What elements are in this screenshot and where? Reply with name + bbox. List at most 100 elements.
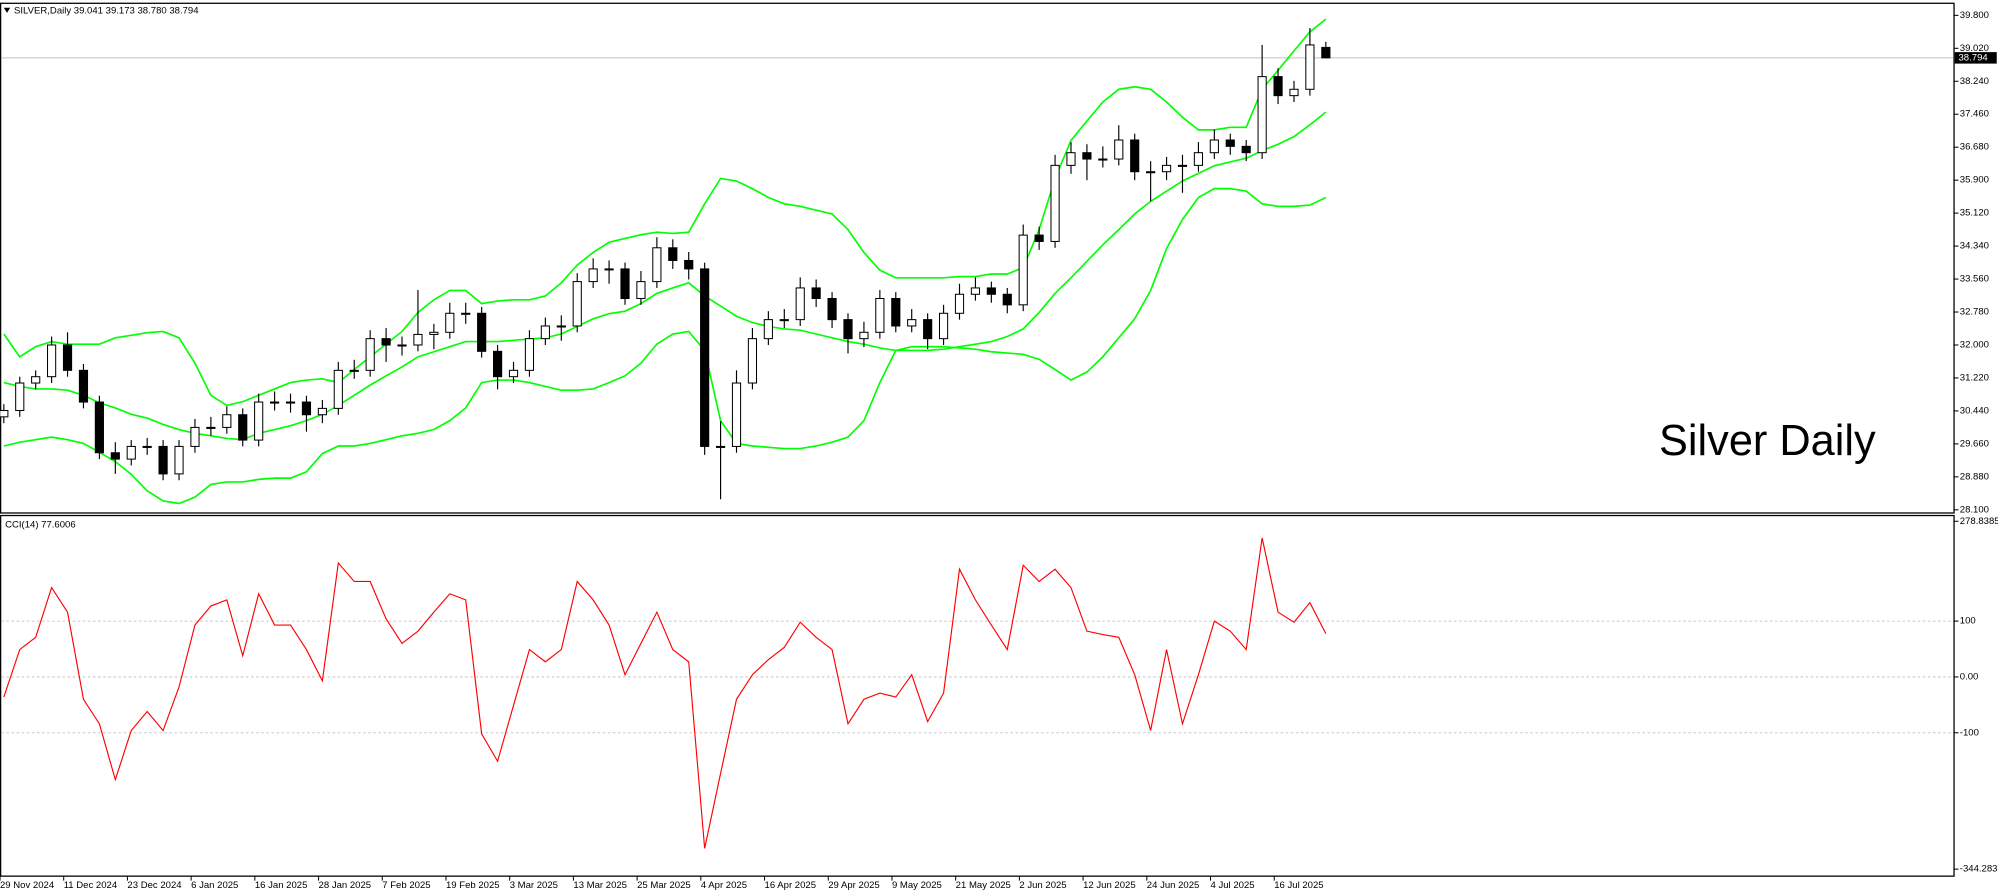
menu-triangle xyxy=(3,7,11,13)
annotation: Silver Daily xyxy=(1659,417,1876,465)
band-upper xyxy=(3,18,1327,407)
x-tick-label: 13 Mar 2025 xyxy=(573,880,627,891)
band-middle xyxy=(3,111,1327,441)
candle-body xyxy=(190,426,200,447)
candle-body xyxy=(285,401,296,404)
candle-body xyxy=(938,312,949,340)
candle-body xyxy=(1209,139,1219,154)
y-tick-label: 31.220 xyxy=(1960,372,1989,383)
candle-body xyxy=(78,369,89,403)
x-tick-label: 21 May 2025 xyxy=(956,880,1011,891)
band-lower xyxy=(3,187,1327,505)
y-tick-label: -100 xyxy=(1960,727,1979,738)
candle-body xyxy=(1257,76,1267,154)
x-tick-label: 29 Apr 2025 xyxy=(828,880,880,891)
x-tick-label: 9 May 2025 xyxy=(892,880,942,891)
candle-body xyxy=(1066,152,1076,166)
candle-body xyxy=(891,297,901,327)
candle-body xyxy=(524,338,535,371)
candle-body xyxy=(1321,46,1331,59)
x-tick-label: 16 Jul 2025 xyxy=(1274,880,1323,891)
candle-body xyxy=(381,338,391,346)
x-tick-label: 7 Feb 2025 xyxy=(382,880,430,891)
x-tick-label: 24 Jun 2025 xyxy=(1147,880,1200,891)
y-tick-label: 100 xyxy=(1960,616,1976,627)
candle-body xyxy=(1161,164,1172,173)
y-tick-label: 37.460 xyxy=(1960,109,1989,120)
candle-body xyxy=(94,401,104,454)
x-tick-label: 29 Nov 2024 xyxy=(0,880,55,891)
candle-body xyxy=(859,331,869,340)
candle-body xyxy=(652,247,662,283)
candle-body xyxy=(1098,158,1108,161)
candle-body xyxy=(126,445,136,460)
price-pane xyxy=(0,2,1955,514)
y-tick-label: 28.880 xyxy=(1960,471,1989,482)
candle-body xyxy=(1082,152,1092,160)
candle-body xyxy=(413,333,423,346)
candle-body xyxy=(1018,234,1028,306)
y-tick-label: 39.020 xyxy=(1960,43,1989,54)
candle-body xyxy=(954,293,965,314)
y-tick-label: 38.240 xyxy=(1960,76,1989,87)
candle-body xyxy=(795,287,805,321)
y-tick-label: 29.660 xyxy=(1960,438,1989,449)
candle-body xyxy=(222,414,232,428)
y-tick-label: 30.440 xyxy=(1960,405,1989,416)
candle-body xyxy=(333,369,343,409)
candle-body xyxy=(174,445,184,475)
candle-body xyxy=(110,452,120,460)
candle-body xyxy=(254,401,264,441)
x-tick-label: 4 Apr 2025 xyxy=(701,880,747,891)
x-tick-label: 2 Jun 2025 xyxy=(1019,880,1066,891)
candle-body xyxy=(986,287,996,295)
y-tick-label: 32.780 xyxy=(1960,307,1989,318)
candle-body xyxy=(875,297,885,333)
x-tick-label: 28 Jan 2025 xyxy=(319,880,372,891)
candle-body xyxy=(1034,234,1044,242)
candle-body xyxy=(1050,164,1060,242)
candle-body xyxy=(907,319,917,327)
y-tick-label: 278.8385 xyxy=(1960,516,1998,527)
candle-body xyxy=(731,382,742,447)
candle-body xyxy=(31,376,41,384)
candle-body xyxy=(270,401,280,404)
y-tick-label: 36.680 xyxy=(1960,142,1989,153)
y-tick-label: 28.100 xyxy=(1960,504,1989,515)
candle-body xyxy=(317,407,327,416)
candle-body xyxy=(1289,88,1299,97)
x-tick-label: 19 Feb 2025 xyxy=(446,880,500,891)
candle-body xyxy=(429,331,439,335)
y-tick-label: 33.560 xyxy=(1960,274,1989,285)
last-price-box xyxy=(1954,52,1997,64)
candle-body xyxy=(238,414,248,441)
candle-body xyxy=(0,409,9,418)
x-tick-label: 16 Apr 2025 xyxy=(765,880,817,891)
cci-line xyxy=(3,537,1327,849)
candle-body xyxy=(1193,152,1204,166)
candle-body xyxy=(779,319,789,322)
candle-body xyxy=(700,268,710,447)
candle-body xyxy=(556,325,566,328)
candle-body xyxy=(1241,145,1251,154)
x-tick-label: 3 Mar 2025 xyxy=(510,880,558,891)
candle-body xyxy=(1002,293,1012,306)
candle-body xyxy=(206,426,216,429)
candle-body xyxy=(684,259,694,270)
y-tick-label: 35.900 xyxy=(1960,175,1989,186)
candle-body xyxy=(15,382,25,412)
x-tick-label: 11 Dec 2024 xyxy=(64,880,118,891)
y-tick-label: 35.120 xyxy=(1960,208,1989,219)
candle-body xyxy=(1225,139,1235,147)
candle-body xyxy=(365,338,375,371)
candle-body xyxy=(715,445,726,448)
y-tick-label: 34.340 xyxy=(1960,241,1989,252)
candle-body xyxy=(923,319,933,340)
candle-body xyxy=(636,281,646,300)
cci-header: CCI(14) 77.6006 xyxy=(5,520,76,531)
candle-body xyxy=(970,287,981,295)
candle-body xyxy=(620,268,630,300)
y-tick-label: -344.283 xyxy=(1960,864,1998,875)
candle-body xyxy=(158,445,168,475)
